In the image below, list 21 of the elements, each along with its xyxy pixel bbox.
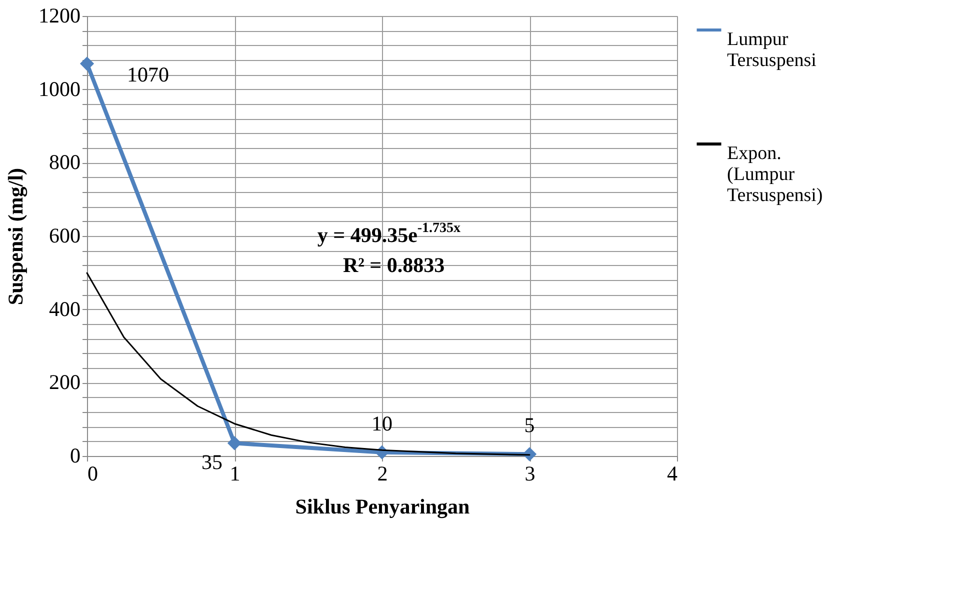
data-label: 1070 (127, 62, 169, 87)
data-label: 5 (524, 413, 535, 438)
x-tick-label: 0 (88, 462, 98, 486)
y-axis-title: Suspensi (mg/l) (4, 168, 28, 306)
y-tick-label: 1000 (38, 76, 80, 101)
y-tick-label: 1200 (38, 4, 80, 28)
y-tick-label: 0 (70, 444, 80, 468)
x-axis-title: Siklus Penyaringan (295, 494, 470, 518)
x-tick-label: 3 (524, 462, 536, 486)
annotation: R² = 0.8833 (342, 253, 445, 277)
data-label: 35 (202, 450, 222, 474)
legend-label: Expon. (Lumpur Tersuspensi) (727, 143, 823, 206)
data-label: 10 (372, 411, 392, 436)
x-tick-label: 2 (377, 462, 388, 486)
y-tick-label: 400 (49, 296, 80, 321)
y-tick-label: 800 (49, 150, 80, 174)
x-tick-label: 1 (230, 462, 240, 486)
legend-label: Lumpur Tersuspensi (727, 29, 816, 71)
y-tick-label: 600 (49, 224, 80, 248)
y-tick-label: 200 (49, 370, 80, 394)
x-tick-label: 4 (667, 462, 678, 486)
